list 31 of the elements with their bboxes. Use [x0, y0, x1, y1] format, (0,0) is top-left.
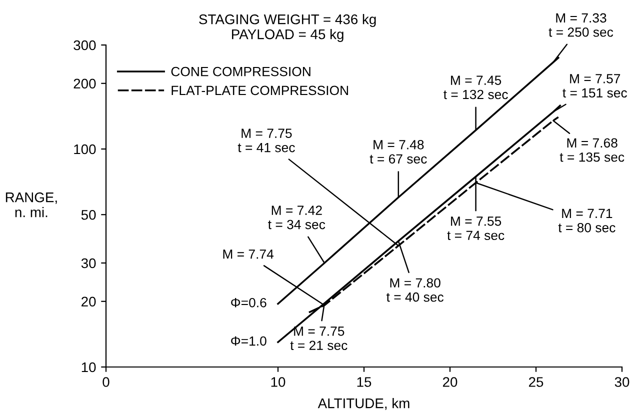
annotation: M = 7.71 t = 80 sec: [558, 208, 616, 232]
y-axis-title: RANGE, n. mi.: [6, 192, 57, 218]
annotation: Φ=0.6: [231, 298, 266, 308]
x-tick-label: 0: [102, 377, 110, 387]
y-tick-label: 300: [74, 40, 96, 50]
legend-label: CONE COMPRESSION: [171, 66, 310, 76]
x-tick-label: 15: [357, 377, 372, 387]
annotation: M = 7.75 t = 41 sec: [238, 128, 295, 152]
y-tick-label: 50: [81, 210, 96, 220]
annotation: M = 7.80 t = 40 sec: [386, 278, 444, 302]
y-tick-label: 100: [74, 144, 96, 154]
legend-label: FLAT-PLATE COMPRESSION: [172, 86, 348, 96]
annotation: Φ=1.0: [231, 336, 266, 346]
x-tick-label: 30: [614, 377, 630, 387]
x-tick-label: 10: [271, 377, 286, 387]
y-tick-label: 200: [74, 78, 96, 89]
annotation: M = 7.45 t = 132 sec: [444, 76, 508, 100]
chart-title: STAGING WEIGHT = 436 kg PAYLOAD = 45 kg: [199, 14, 376, 42]
annotation: M = 7.48 t = 67 sec: [370, 140, 427, 164]
y-tick-label: 20: [82, 296, 96, 307]
annotation: M = 7.68 t = 135 sec: [560, 138, 624, 162]
x-axis-title: ALTITUDE, km: [318, 398, 410, 410]
x-tick-label: 20: [442, 377, 458, 387]
x-tick-label: 25: [528, 377, 544, 387]
annotation: M = 7.74: [223, 250, 274, 259]
annotation: M = 7.42 t = 34 sec: [268, 206, 326, 230]
y-tick-label: 30: [81, 258, 96, 268]
annotation: M = 7.33 t = 250 sec: [548, 13, 614, 37]
annotation: M = 7.57 t = 151 sec: [562, 74, 627, 98]
annotation: M = 7.55 t = 74 sec: [447, 216, 504, 240]
y-tick-label: 10: [82, 362, 96, 372]
